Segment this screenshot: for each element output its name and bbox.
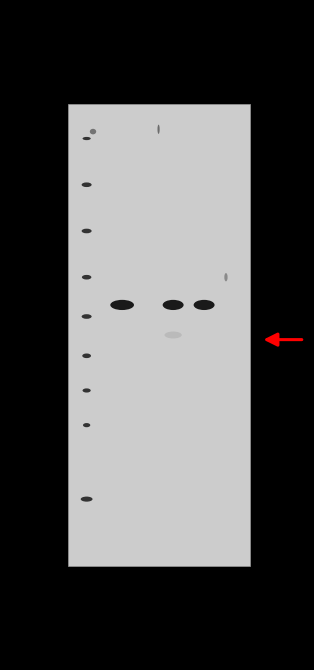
Ellipse shape [163,300,184,310]
Bar [68,104,250,566]
Ellipse shape [83,389,91,393]
Ellipse shape [158,125,160,134]
Ellipse shape [82,354,91,358]
Ellipse shape [110,300,134,310]
Ellipse shape [82,275,91,279]
Ellipse shape [224,273,228,281]
Ellipse shape [90,129,96,135]
Ellipse shape [82,314,92,319]
Ellipse shape [194,300,214,310]
Ellipse shape [83,137,91,140]
Ellipse shape [82,228,92,233]
Ellipse shape [165,332,182,338]
Ellipse shape [83,423,90,427]
Ellipse shape [81,496,93,502]
Ellipse shape [82,182,92,187]
